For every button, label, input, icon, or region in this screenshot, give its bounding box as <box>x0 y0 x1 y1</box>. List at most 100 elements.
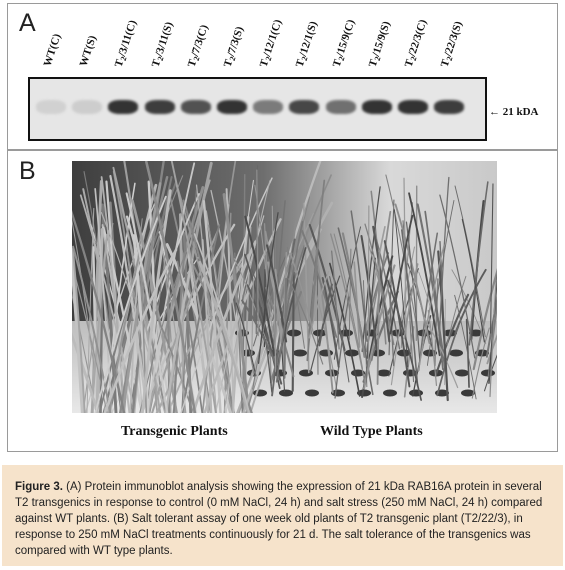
plant-leaf <box>394 203 431 345</box>
plant-leaf <box>72 249 84 413</box>
blot-band <box>180 100 211 114</box>
blot-band <box>289 100 320 114</box>
plant-leaf <box>465 318 470 388</box>
lane-label: WT(S) <box>77 34 100 68</box>
plant-leaf <box>486 333 497 365</box>
plant-leaf <box>164 258 194 413</box>
plant-leaf <box>341 232 366 358</box>
plant-leaf <box>390 246 416 386</box>
plant-leaf <box>489 183 494 334</box>
tray-hole <box>345 349 359 357</box>
plant-leaf <box>329 276 350 383</box>
tray-hole <box>319 349 333 357</box>
plant-leaf <box>282 251 288 373</box>
plant-leaf <box>244 215 276 357</box>
plant-leaf <box>376 251 381 385</box>
tray-hole <box>331 389 345 397</box>
figure-label: Figure 3. <box>15 481 63 493</box>
plant-leaf <box>222 193 250 413</box>
plant-leaf <box>181 224 221 413</box>
plant-leaf <box>436 325 460 397</box>
plant-leaf <box>191 240 257 413</box>
blot-band <box>108 100 139 114</box>
blot-band <box>144 100 175 114</box>
plant-leaf <box>131 261 195 413</box>
tray-hole <box>377 369 391 377</box>
plant-leaf <box>310 179 326 334</box>
plant-leaf <box>100 176 126 413</box>
plant-leaf <box>468 181 489 346</box>
plant-leaf <box>333 233 364 370</box>
plant-leaf <box>103 248 178 413</box>
plant-leaf <box>439 194 476 359</box>
plant-leaf <box>180 177 273 413</box>
tray-hole <box>357 389 371 397</box>
plant-leaf <box>147 180 160 413</box>
blot-band <box>434 100 465 114</box>
blot-band <box>217 100 247 114</box>
plant-leaf <box>485 295 497 358</box>
plant-leaf <box>389 214 414 335</box>
lane-label: T2/12/1(C) <box>257 18 285 69</box>
plant-leaf <box>461 218 485 343</box>
lane-label: T2/15/9(C) <box>330 18 357 69</box>
plant-leaf <box>331 250 340 350</box>
tray-hole <box>313 329 327 337</box>
tray-hole <box>305 389 319 397</box>
plant-leaf <box>235 302 257 377</box>
plant-leaf <box>434 293 470 377</box>
panel-a-letter: A <box>19 9 36 37</box>
plant-leaf <box>388 199 395 356</box>
blot-band <box>36 100 66 114</box>
blot-band <box>253 100 284 114</box>
blot-band <box>325 100 356 114</box>
plant-leaf <box>195 184 217 413</box>
lane-label: T2/12/1(S) <box>294 19 321 69</box>
tray-hole <box>279 389 293 397</box>
plant-leaf <box>348 248 352 341</box>
plant-leaf <box>385 174 419 334</box>
plant-leaf <box>100 211 166 413</box>
plant-leaf <box>198 260 250 413</box>
tray-hole <box>325 369 339 377</box>
plant-leaf <box>257 212 279 364</box>
plant-leaf <box>383 240 411 388</box>
lane-label: T2/7/3(S) <box>221 25 246 69</box>
plant-leaf <box>275 221 304 383</box>
plant-leaf <box>170 161 217 413</box>
transgenic-plants-caption: Transgenic Plants <box>121 424 228 439</box>
blot-band <box>72 100 103 114</box>
plant-photograph <box>72 161 497 413</box>
plant-leaf <box>181 189 197 413</box>
plant-leaf <box>231 215 250 413</box>
plant-leaf <box>193 233 251 413</box>
plant-leaf <box>72 209 126 413</box>
plant-leaf <box>125 192 169 413</box>
plant-leaf <box>201 161 237 413</box>
plant-leaf <box>403 263 419 340</box>
lane-label: T2/22/3(C) <box>402 18 430 69</box>
plant-leaf <box>446 275 467 346</box>
plant-leaf <box>72 247 86 413</box>
plant-leaf <box>368 245 392 337</box>
molecular-weight-marker-label: ← 21 kDA <box>489 106 539 118</box>
plant-leaf <box>94 188 113 413</box>
plant-leaf <box>161 249 187 413</box>
plant-leaf <box>417 232 439 371</box>
plant-leaf <box>256 169 259 337</box>
plant-leaf <box>308 270 330 339</box>
plant-leaf <box>408 192 441 357</box>
immunoblot-image <box>28 77 487 141</box>
panel-b: B Transgenic Plants Wild Type Plants <box>7 150 558 452</box>
plant-leaf <box>393 209 409 367</box>
plant-leaf <box>309 275 341 372</box>
plant-leaf <box>289 252 314 332</box>
plant-leaf <box>109 174 149 413</box>
wild-type-plants-caption: Wild Type Plants <box>320 424 423 439</box>
plant-leaf <box>146 252 167 413</box>
plant-leaf <box>72 331 100 413</box>
plant-leaf <box>350 210 368 342</box>
plant-leaf <box>483 354 497 392</box>
panel-b-letter: B <box>19 157 36 185</box>
plant-leaf <box>361 186 381 353</box>
